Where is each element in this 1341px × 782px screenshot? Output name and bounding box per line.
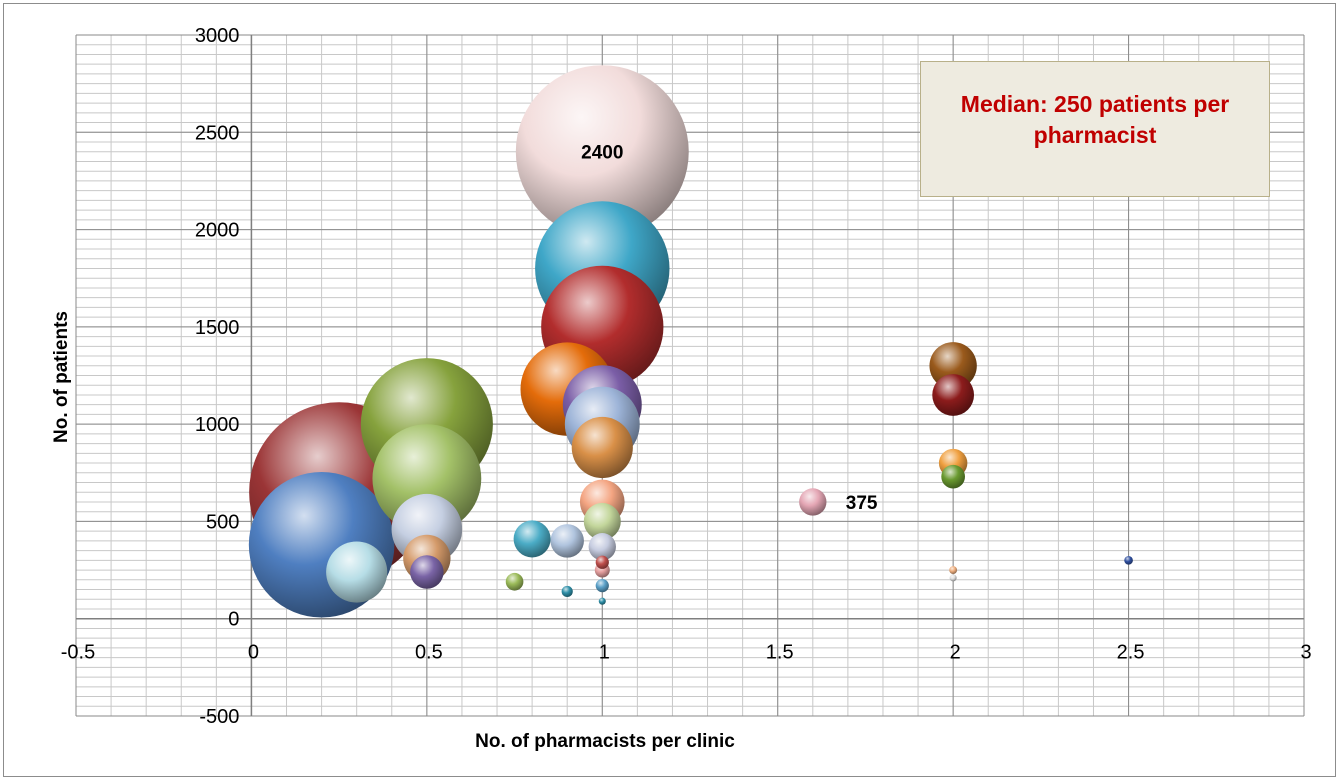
bubble (571, 416, 633, 479)
x-tick-label: 3 (1300, 642, 1311, 664)
bubble (1124, 556, 1133, 565)
y-tick-label: 2500 (195, 122, 240, 144)
x-axis-title: No. of pharmacists per clinic (475, 731, 735, 752)
bubble (561, 585, 573, 598)
y-axis-title: No. of patients (51, 311, 72, 443)
bubble (949, 566, 958, 575)
data-labels: 2400 375 (581, 143, 878, 514)
axes (76, 35, 1304, 716)
x-tick-label: -0.5 (61, 642, 95, 664)
x-tick-label: 0.5 (415, 642, 443, 664)
bubble-data-label: 2400 (581, 143, 623, 164)
bubble-data-label: 375 (846, 493, 878, 514)
median-annotation-text: Median: 250 patients per pharmacist (960, 91, 1230, 148)
bubble (941, 464, 965, 489)
bubble (799, 488, 827, 516)
bubble (588, 533, 616, 561)
median-annotation-box: Median: 250 patients per pharmacist (920, 61, 1270, 197)
bubble (595, 579, 609, 593)
x-tick-labels: -0.5 0 0.5 1 1.5 2 2.5 3 (61, 642, 1312, 664)
bubble (326, 541, 388, 603)
bubble (949, 574, 957, 582)
x-tick-label: 2.5 (1117, 642, 1145, 664)
y-tick-label: 1500 (195, 317, 240, 339)
y-tick-label: -500 (199, 706, 239, 728)
y-tick-label: 1000 (195, 414, 240, 436)
x-tick-label: 2 (950, 642, 961, 664)
bubble (550, 524, 584, 558)
y-tick-label: 2000 (195, 220, 240, 242)
bubble (513, 520, 551, 558)
bubble (505, 572, 524, 591)
bubble (595, 555, 609, 569)
x-tick-label: 1 (599, 642, 610, 664)
bubble (598, 597, 606, 605)
bubble (410, 555, 444, 589)
y-tick-labels: -500 0 500 1000 1500 2000 2500 3000 (195, 25, 240, 728)
bubble (372, 424, 482, 534)
x-tick-label: 0 (248, 642, 259, 664)
y-tick-label: 3000 (195, 25, 240, 47)
chart-frame: -0.5 0 0.5 1 1.5 2 2.5 3 -500 0 500 1000 1500 2000 25… (3, 3, 1336, 777)
bubble-series (248, 65, 1133, 618)
y-tick-label: 500 (206, 511, 239, 533)
bubble (929, 342, 977, 390)
x-tick-label: 1.5 (766, 642, 794, 664)
bubble (515, 65, 689, 239)
bubble (583, 502, 621, 540)
y-tick-label: 0 (228, 609, 239, 631)
bubble (932, 374, 975, 416)
